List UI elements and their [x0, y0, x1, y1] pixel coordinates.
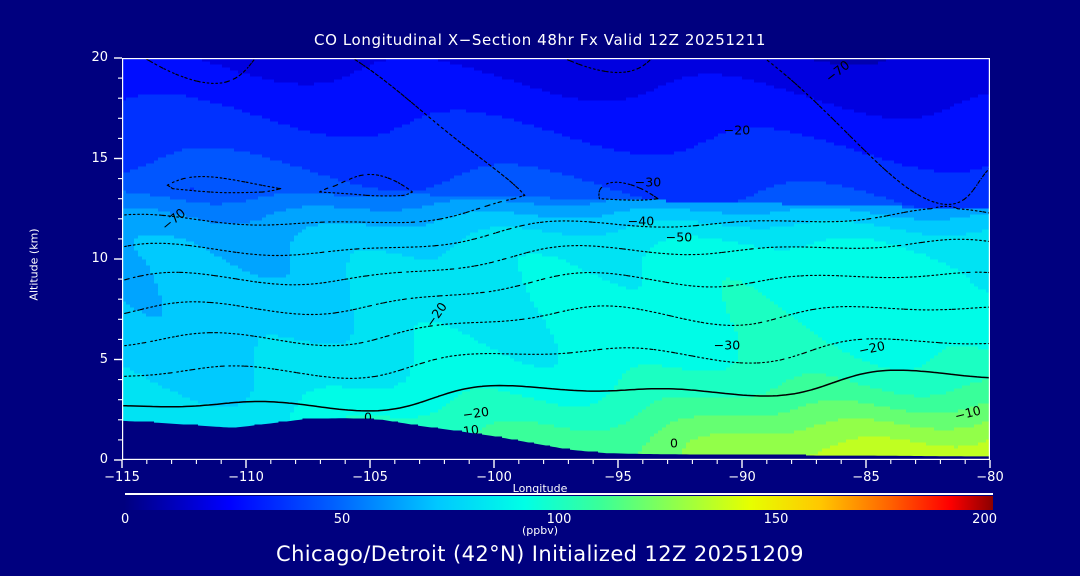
colorbar	[125, 496, 993, 510]
colorbar-tick-label: 0	[121, 512, 181, 527]
x-tick-label: −105	[340, 470, 400, 485]
colorbar-tick-label: 200	[937, 512, 997, 527]
colorbar-tick-label: 150	[746, 512, 806, 527]
x-tick-label: −115	[92, 470, 152, 485]
y-tick-label: 20	[68, 50, 108, 65]
x-tick-label: −85	[836, 470, 896, 485]
chart-caption: Chicago/Detroit (42°N) Initialized 12Z 2…	[0, 542, 1080, 566]
y-tick-label: 0	[68, 452, 108, 467]
colorbar-tick-label: 50	[312, 512, 372, 527]
x-tick-label: −110	[216, 470, 276, 485]
y-tick-label: 5	[68, 352, 108, 367]
x-axis-label: Longitude	[0, 482, 1080, 495]
colorbar-tick-label: 100	[529, 512, 589, 527]
x-tick-label: −80	[960, 470, 1020, 485]
colorbar-units-label: (ppbv)	[0, 524, 1080, 537]
x-tick-label: −90	[712, 470, 772, 485]
x-tick-label: −95	[588, 470, 648, 485]
x-tick-label: −100	[464, 470, 524, 485]
y-tick-label: 15	[68, 151, 108, 166]
y-tick-label: 10	[68, 251, 108, 266]
y-axis-label: Altitude (km)	[28, 185, 41, 345]
chart-title: CO Longitudinal X−Section 48hr Fx Valid …	[0, 31, 1080, 49]
